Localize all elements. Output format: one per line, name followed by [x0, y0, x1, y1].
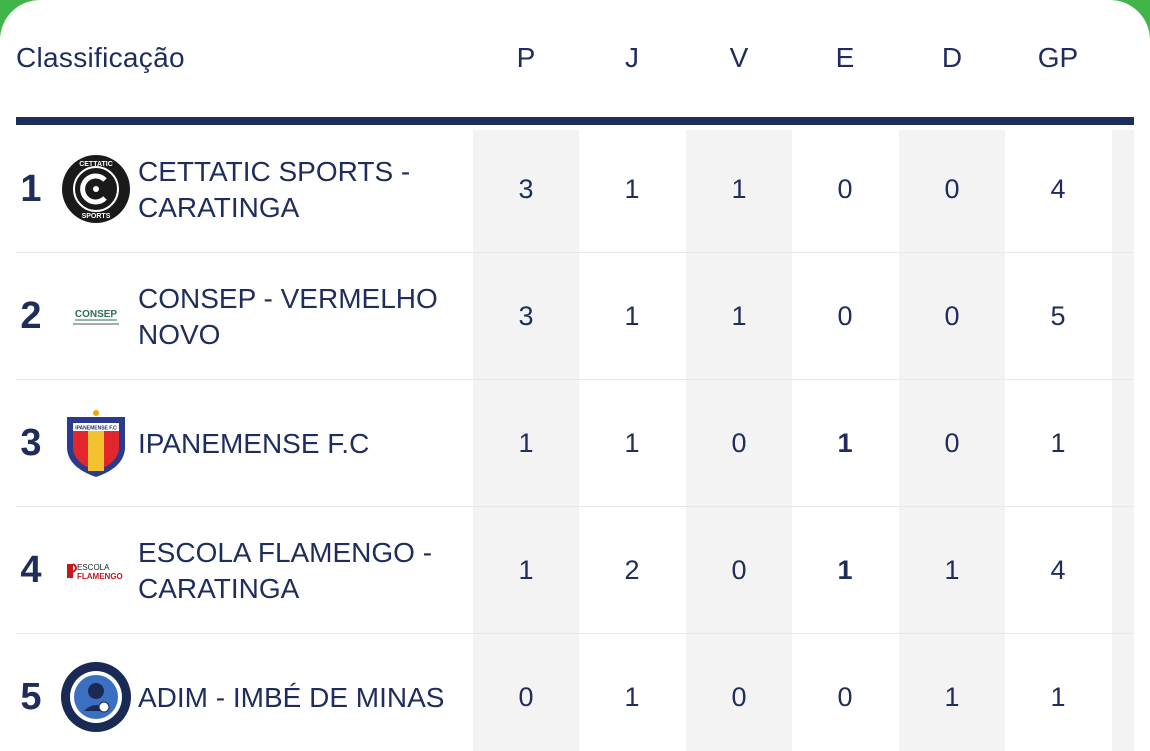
cell-points: 0 — [518, 682, 534, 712]
cell-points: 1 — [518, 555, 534, 585]
cell-games: 1 — [624, 428, 640, 458]
cell-points: 3 — [518, 301, 534, 331]
cell-wins: 0 — [731, 555, 747, 585]
team-name[interactable]: CONSEP - VERMELHO NOVO — [138, 282, 438, 350]
cell-wins: 0 — [731, 682, 747, 712]
column-stripe-v — [686, 130, 792, 751]
column-header-d[interactable]: D — [941, 42, 963, 73]
row-divider — [16, 506, 1134, 507]
team-name[interactable]: CETTATIC SPORTS - CARATINGA — [138, 155, 411, 223]
team-name[interactable]: IPANEMENSE F.C — [138, 427, 370, 459]
adim-imbe-logo-icon — [60, 661, 132, 733]
team-name[interactable]: ADIM - IMBÉ DE MINAS — [138, 681, 445, 713]
column-header-e[interactable]: E — [835, 42, 855, 73]
svg-text:FLAMENGO: FLAMENGO — [77, 572, 123, 581]
table-header: Classificação P J V E D GP — [0, 0, 1150, 125]
cell-games: 2 — [624, 555, 640, 585]
cell-losses: 1 — [944, 682, 960, 712]
ipanemense-crest-icon: IPANEMENSE F.C — [60, 407, 132, 479]
row-divider — [16, 252, 1134, 253]
svg-text:SPORTS: SPORTS — [82, 213, 111, 220]
row-position: 2 — [20, 295, 42, 337]
cell-wins: 1 — [731, 174, 747, 204]
table-row[interactable]: 2 CONSEP CONSEP - VERMELHO NOVO 3 1 1 0 … — [0, 253, 1150, 380]
cell-points: 3 — [518, 174, 534, 204]
cell-games: 1 — [624, 301, 640, 331]
consep-logo-icon: CONSEP — [60, 280, 132, 352]
header-divider — [16, 117, 1134, 125]
cell-games: 1 — [624, 174, 640, 204]
row-position: 1 — [20, 168, 42, 210]
cell-wins: 1 — [731, 301, 747, 331]
cell-draws: 0 — [837, 174, 853, 204]
column-header-p[interactable]: P — [516, 42, 536, 73]
cell-goals-for: 1 — [1050, 682, 1066, 712]
cell-draws: 0 — [837, 682, 853, 712]
row-position: 5 — [20, 676, 42, 718]
cettatic-sports-logo-icon: CETTATIC SPORTS — [60, 153, 132, 225]
standings-title: Classificação — [16, 42, 185, 73]
cell-goals-for: 1 — [1050, 428, 1066, 458]
cell-losses: 0 — [944, 428, 960, 458]
table-row[interactable]: 3 IPANEMENSE F.C IPANEMENSE F.C 1 1 0 1 … — [0, 380, 1150, 507]
cell-draws: 1 — [837, 555, 853, 585]
cell-goals-for: 4 — [1050, 555, 1066, 585]
cell-draws: 1 — [837, 428, 853, 458]
svg-text:CONSEP: CONSEP — [75, 309, 118, 320]
cell-games: 1 — [624, 682, 640, 712]
cell-losses: 1 — [944, 555, 960, 585]
row-divider — [16, 379, 1134, 380]
cell-goals-for: 4 — [1050, 174, 1066, 204]
cell-goals-for: 5 — [1050, 301, 1066, 331]
svg-text:ESCOLA: ESCOLA — [77, 563, 110, 572]
row-divider — [16, 633, 1134, 634]
table-row[interactable]: 1 CETTATIC SPORTS CETTATIC SPORTS - CARA… — [0, 126, 1150, 253]
cell-losses: 0 — [944, 301, 960, 331]
cell-draws: 0 — [837, 301, 853, 331]
column-stripe-p — [473, 130, 579, 751]
cell-wins: 0 — [731, 428, 747, 458]
cell-losses: 0 — [944, 174, 960, 204]
row-position: 4 — [20, 549, 42, 591]
column-stripe-d — [899, 130, 1005, 751]
column-header-gp[interactable]: GP — [1037, 42, 1079, 73]
svg-text:IPANEMENSE F.C: IPANEMENSE F.C — [75, 426, 117, 432]
column-header-j[interactable]: J — [625, 42, 639, 73]
table-row[interactable]: 5 ADIM - IMBÉ DE MINAS 0 1 0 0 1 1 — [0, 634, 1150, 751]
table-row[interactable]: 4 ESCOLA FLAMENGO ESCOLA FLAMENGO - CARA… — [0, 507, 1150, 634]
row-position: 3 — [20, 422, 42, 464]
cell-points: 1 — [518, 428, 534, 458]
column-header-v[interactable]: V — [729, 42, 749, 73]
team-name[interactable]: ESCOLA FLAMENGO - CARATINGA — [138, 536, 433, 604]
escola-flamengo-logo-icon: ESCOLA FLAMENGO — [60, 534, 132, 606]
svg-text:CETTATIC: CETTATIC — [79, 161, 113, 168]
column-stripe-edge — [1112, 130, 1134, 751]
